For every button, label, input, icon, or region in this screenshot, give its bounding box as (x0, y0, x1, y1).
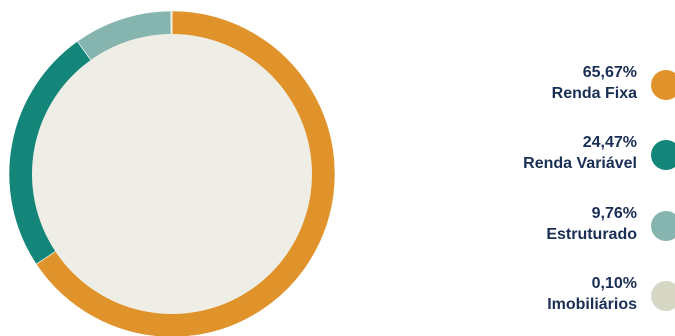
legend-item-imobiliarios[interactable]: 0,10% Imobiliários (415, 273, 675, 323)
legend-swatch-icon (651, 281, 675, 311)
donut-chart (8, 10, 336, 336)
legend-value: 65,67% (582, 64, 637, 81)
legend-label: Imobiliários (547, 296, 637, 313)
legend-swatch-icon (651, 70, 675, 100)
legend-value: 24,47% (582, 134, 637, 151)
legend-label: Renda Variável (523, 155, 637, 172)
legend-value: 0,10% (591, 275, 637, 292)
legend: 65,67% Renda Fixa 24,47% Renda Variável … (415, 0, 675, 336)
legend-swatch-icon (651, 140, 675, 170)
legend-item-renda-variavel[interactable]: 24,47% Renda Variável (415, 132, 675, 182)
legend-label: Estruturado (546, 226, 637, 243)
legend-value: 9,76% (591, 205, 637, 222)
legend-item-renda-fixa[interactable]: 65,67% Renda Fixa (415, 62, 675, 112)
legend-item-estruturado[interactable]: 9,76% Estruturado (415, 203, 675, 253)
legend-label: Renda Fixa (551, 85, 637, 102)
donut-center (32, 34, 312, 314)
legend-swatch-icon (651, 211, 675, 241)
